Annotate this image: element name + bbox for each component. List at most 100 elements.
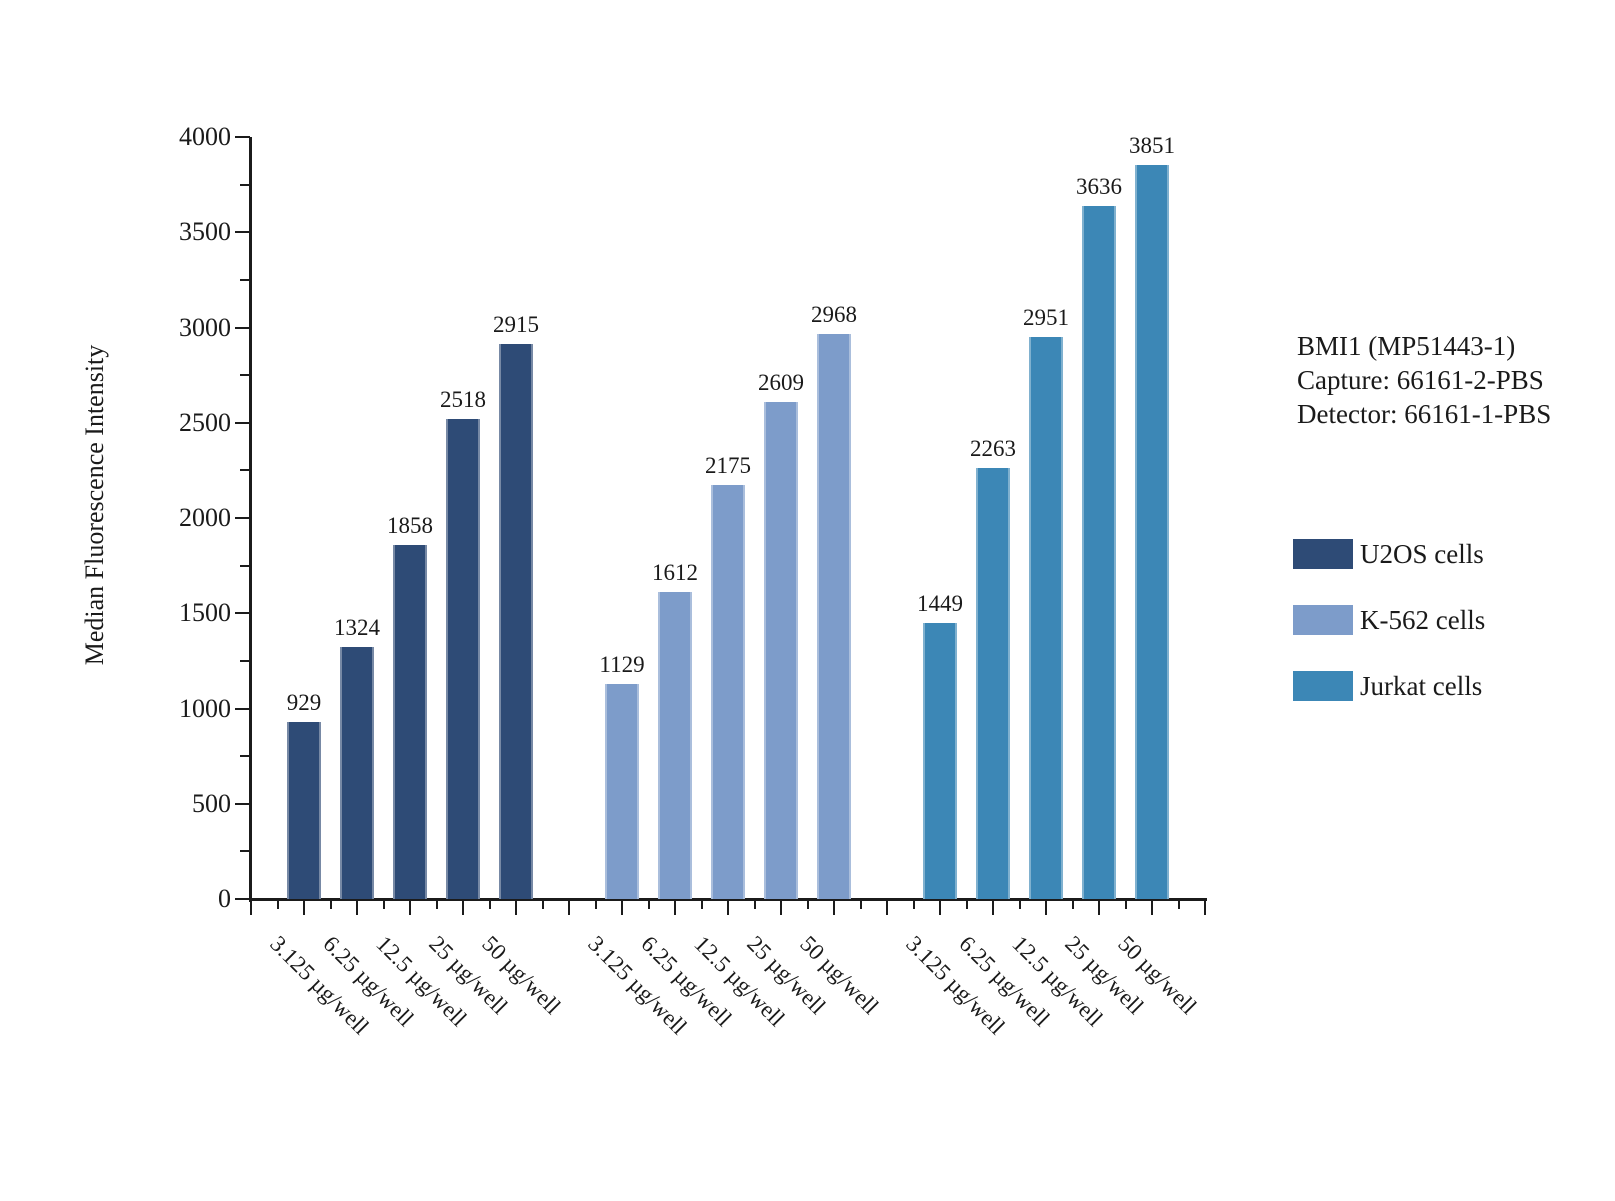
bar	[605, 683, 639, 899]
y-minor-tick	[240, 564, 250, 567]
annotation-line: Detector: 66161-1-PBS	[1297, 399, 1552, 429]
y-major-tick	[235, 231, 250, 234]
bar-value-label: 1129	[599, 651, 645, 677]
x-major-tick	[674, 899, 676, 915]
bar-value-label: 2951	[1023, 304, 1069, 330]
x-major-tick	[833, 899, 835, 915]
legend-item: U2OS cells	[1293, 539, 1485, 569]
bar	[1029, 336, 1063, 899]
x-major-tick	[515, 899, 517, 915]
y-tick-label: 500	[192, 788, 231, 818]
bar-value-label: 2175	[705, 452, 751, 478]
bar-value-label: 3851	[1129, 133, 1175, 159]
bar-value-label: 1612	[652, 559, 698, 585]
bar	[446, 419, 480, 899]
x-minor-tick	[329, 899, 332, 909]
bar-value-label: 1858	[387, 513, 433, 539]
x-major-tick	[1045, 899, 1047, 915]
x-minor-tick	[1071, 899, 1074, 909]
bar	[287, 722, 321, 899]
x-minor-tick	[488, 899, 491, 909]
x-major-tick	[621, 899, 623, 915]
bar-value-label: 1324	[334, 614, 380, 640]
y-major-tick	[235, 326, 250, 329]
x-major-tick	[303, 899, 305, 915]
x-minor-tick	[806, 899, 809, 909]
bar	[817, 333, 851, 899]
x-minor-tick	[541, 899, 544, 909]
x-minor-tick	[647, 899, 650, 909]
x-minor-tick	[965, 899, 968, 909]
x-major-tick	[727, 899, 729, 915]
x-major-tick	[886, 899, 888, 915]
y-major-tick	[235, 421, 250, 424]
bar	[658, 591, 692, 899]
legend-swatch	[1293, 539, 1353, 569]
bar	[923, 622, 957, 899]
x-minor-tick	[859, 899, 862, 909]
x-major-tick	[462, 899, 464, 915]
x-major-tick	[356, 899, 358, 915]
y-minor-tick	[240, 278, 250, 281]
y-tick-label: 4000	[179, 122, 231, 151]
legend-swatch	[1293, 671, 1353, 701]
x-minor-tick	[1124, 899, 1127, 909]
y-major-tick	[235, 136, 250, 138]
x-major-tick	[939, 899, 941, 915]
x-minor-tick	[912, 899, 915, 909]
x-minor-tick	[382, 899, 385, 909]
x-major-tick	[568, 899, 570, 915]
y-tick-label: 1500	[179, 598, 231, 628]
y-tick-label: 2000	[179, 503, 231, 532]
annotation-line: Capture: 66161-2-PBS	[1297, 365, 1544, 395]
y-tick-label: 2500	[179, 407, 231, 437]
legend-item: K-562 cells	[1293, 605, 1485, 635]
y-minor-tick	[240, 659, 250, 662]
x-major-tick	[409, 899, 411, 915]
legend-label: U2OS cells	[1360, 539, 1484, 569]
y-major-tick	[235, 517, 250, 519]
x-minor-tick	[435, 899, 438, 909]
y-major-tick	[235, 707, 250, 710]
annotation-line: BMI1 (MP51443-1)	[1297, 331, 1516, 361]
x-minor-tick	[1018, 899, 1021, 909]
bar-value-label: 3636	[1076, 174, 1122, 200]
legend-swatch	[1293, 605, 1353, 635]
bar-value-label: 2263	[970, 435, 1016, 461]
y-minor-tick	[240, 183, 250, 186]
x-minor-tick	[753, 899, 756, 909]
x-major-tick	[1204, 899, 1206, 915]
bar-value-label: 2968	[811, 301, 857, 327]
bar	[499, 343, 533, 899]
x-minor-tick	[594, 899, 597, 909]
y-tick-label: 3000	[179, 312, 231, 342]
y-minor-tick	[240, 374, 250, 377]
x-minor-tick	[1177, 899, 1180, 909]
y-tick-label: 1000	[179, 693, 231, 723]
y-minor-tick	[240, 850, 250, 853]
legend: U2OS cells K-562 cells Jurkat cells	[1293, 539, 1485, 737]
x-major-tick	[1098, 899, 1100, 915]
y-minor-tick	[240, 755, 250, 758]
bar-value-label: 2609	[758, 369, 804, 395]
x-minor-tick	[700, 899, 703, 909]
legend-label: Jurkat cells	[1360, 671, 1483, 701]
bar	[393, 545, 427, 899]
y-major-tick	[235, 802, 250, 805]
legend-label: K-562 cells	[1360, 605, 1486, 635]
x-major-tick	[250, 899, 252, 915]
y-major-tick	[235, 898, 250, 900]
x-minor-tick	[276, 899, 279, 909]
y-minor-tick	[240, 469, 250, 472]
y-axis-line	[249, 137, 252, 902]
bar-value-label: 2518	[440, 387, 486, 413]
bar	[711, 484, 745, 899]
bar	[1082, 206, 1116, 899]
bar-value-label: 1449	[917, 590, 963, 616]
y-tick-label: 0	[218, 884, 231, 913]
annotation-block: BMI1 (MP51443-1) Capture: 66161-2-PBS De…	[1297, 329, 1551, 431]
bar-value-label: 929	[286, 690, 322, 716]
bar	[340, 646, 374, 899]
x-major-tick	[780, 899, 782, 915]
y-major-tick	[235, 612, 250, 615]
